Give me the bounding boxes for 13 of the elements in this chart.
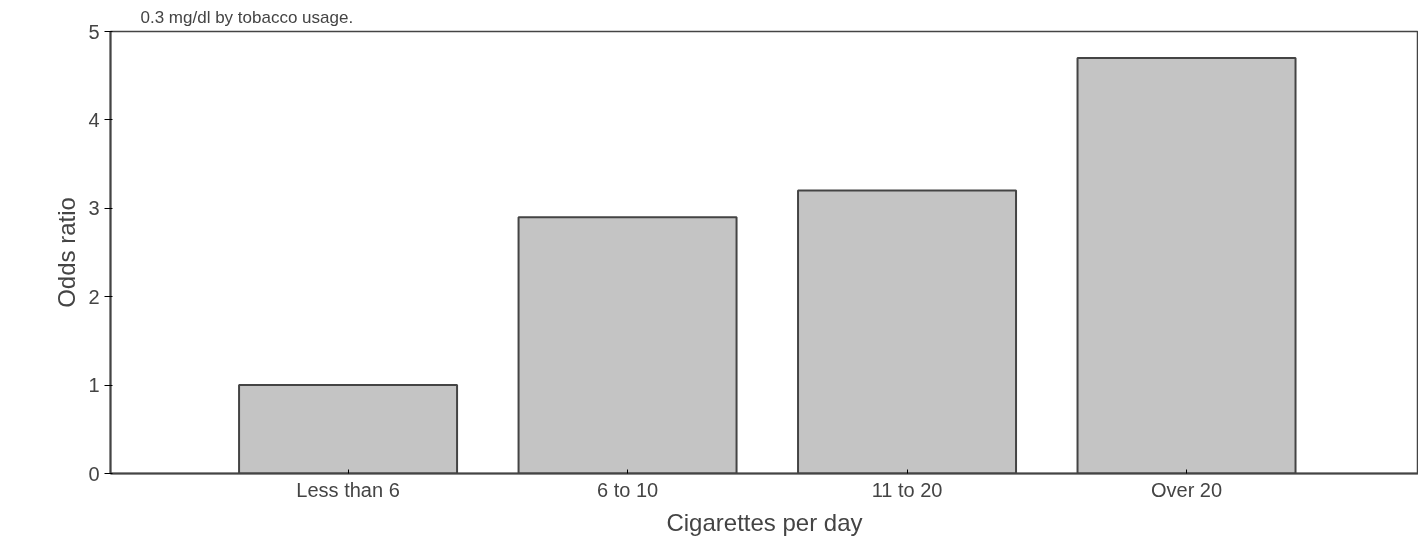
chart-title: 0.3 mg/dl by tobacco usage. [140,7,354,27]
y-tick-label: 2 [88,285,100,308]
y-axis-title: Odds ratio [53,197,81,308]
y-tick-label: 4 [88,108,100,131]
x-tick-label: Over 20 [1150,478,1223,501]
y-tick-label: 5 [88,20,100,43]
x-tick-label: 6 to 10 [596,478,659,501]
x-tick-label: 11 to 20 [871,478,943,501]
y-tick-label: 0 [88,462,100,485]
y-tick-label: 1 [88,374,100,397]
x-axis-title: Cigarettes per day [666,508,863,536]
x-tick-label: Less than 6 [296,478,400,501]
y-tick-label: 3 [88,197,100,220]
